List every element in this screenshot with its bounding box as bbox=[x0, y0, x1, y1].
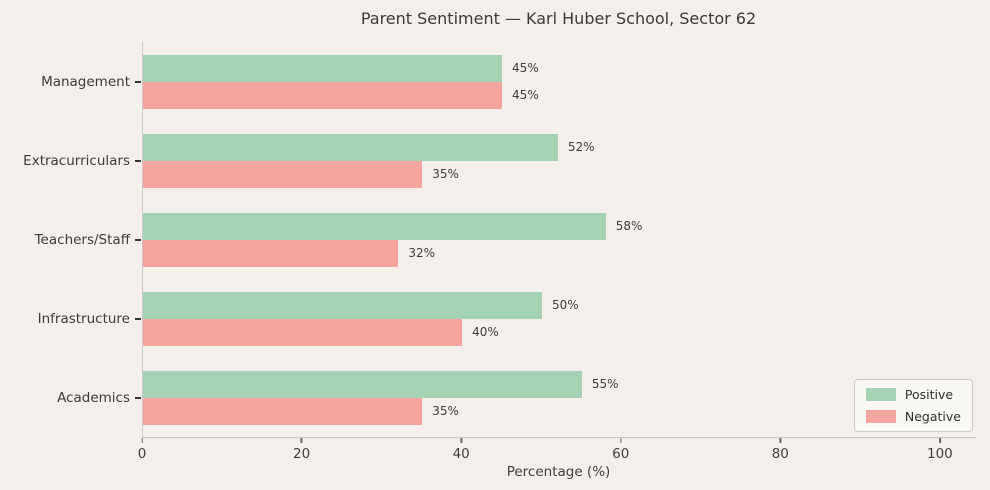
bar-positive bbox=[143, 370, 582, 398]
legend-entry-positive: Positive bbox=[865, 387, 961, 402]
x-tick-label: 60 bbox=[612, 446, 630, 462]
category-label: Management bbox=[41, 73, 130, 90]
x-tick-group: 20 bbox=[293, 438, 310, 462]
bar-group: Management 45% 45% bbox=[41, 42, 976, 121]
y-tick bbox=[135, 159, 141, 162]
legend-label-negative: Negative bbox=[904, 409, 961, 424]
x-tick-label: 80 bbox=[771, 446, 789, 462]
x-tick-mark bbox=[460, 438, 462, 443]
bar-negative bbox=[143, 81, 503, 109]
bar-negative bbox=[143, 160, 423, 188]
x-axis-label: Percentage (%) bbox=[506, 464, 611, 480]
bar-negative bbox=[143, 239, 399, 267]
y-tick bbox=[135, 317, 141, 320]
bar-value-label: 45% bbox=[512, 88, 539, 102]
bar-row: 58% bbox=[143, 212, 976, 240]
bar-positive bbox=[143, 291, 542, 319]
legend: Positive Negative bbox=[853, 379, 973, 432]
bar-value-label: 52% bbox=[567, 140, 595, 154]
x-tick-label: 40 bbox=[452, 446, 470, 462]
legend-label-positive: Positive bbox=[904, 387, 954, 402]
x-tick-mark bbox=[619, 438, 622, 443]
category-label: Academics bbox=[57, 389, 130, 406]
x-tick-label: 100 bbox=[927, 446, 953, 462]
bar-group: Infrastructure 50% 40% bbox=[38, 279, 976, 358]
category-label: Infrastructure bbox=[37, 310, 130, 327]
x-tick-group: 40 bbox=[453, 438, 470, 462]
bar-row: 35% bbox=[143, 397, 976, 425]
x-tick-group: 0 bbox=[137, 438, 147, 462]
bar-row: 45% bbox=[143, 54, 976, 82]
x-tick-group: 60 bbox=[612, 438, 629, 462]
x-tick-mark bbox=[300, 438, 303, 443]
y-tick bbox=[135, 238, 141, 241]
x-tick-mark bbox=[939, 438, 941, 443]
bar-value-label: 35% bbox=[432, 404, 459, 418]
legend-swatch-positive bbox=[865, 388, 896, 401]
bar-row: 45% bbox=[143, 81, 976, 109]
bar-group: Teachers/Staff 58% 32% bbox=[35, 200, 976, 279]
x-tick-label: 20 bbox=[292, 446, 311, 462]
bar-row: 55% bbox=[143, 370, 976, 398]
x-tick-mark bbox=[141, 438, 143, 443]
x-tick-label: 0 bbox=[137, 446, 147, 462]
bar-group: Extracurriculars 52% 35% bbox=[23, 121, 976, 200]
bar-value-label: 32% bbox=[408, 246, 435, 260]
bar-row: 40% bbox=[143, 318, 976, 346]
legend-swatch-negative bbox=[865, 410, 896, 423]
bar-group: Academics 55% 35% bbox=[57, 358, 976, 437]
x-tick-group: 80 bbox=[772, 438, 789, 462]
bar-negative bbox=[143, 397, 423, 425]
bar-value-label: 40% bbox=[472, 325, 499, 339]
bar-value-label: 55% bbox=[591, 377, 619, 391]
legend-entry-negative: Negative bbox=[865, 409, 961, 424]
y-tick bbox=[135, 80, 141, 83]
bar-positive bbox=[143, 133, 558, 161]
bar-value-label: 58% bbox=[615, 219, 643, 233]
bar-row: 35% bbox=[143, 160, 976, 188]
bar-value-label: 35% bbox=[432, 167, 459, 181]
bar-positive bbox=[143, 54, 503, 82]
bar-row: 50% bbox=[143, 291, 976, 319]
category-label: Teachers/Staff bbox=[34, 231, 130, 248]
plot-area: Management 45% 45% Extracurriculars 52% 35% Te… bbox=[23, 42, 976, 438]
category-label: Extracurriculars bbox=[23, 152, 130, 169]
bar-row: 52% bbox=[143, 133, 976, 161]
x-tick-group: 100 bbox=[927, 438, 953, 462]
bar-value-label: 50% bbox=[551, 298, 579, 312]
bar-positive bbox=[143, 212, 606, 240]
bar-value-label: 45% bbox=[512, 61, 539, 75]
chart-title: Parent Sentiment — Karl Huber School, Se… bbox=[360, 9, 757, 28]
y-tick bbox=[135, 396, 141, 399]
x-axis: 0 20 40 60 80 100 bbox=[138, 438, 975, 468]
bar-negative bbox=[143, 318, 463, 346]
bar-row: 32% bbox=[143, 239, 976, 267]
x-tick-mark bbox=[779, 438, 782, 443]
